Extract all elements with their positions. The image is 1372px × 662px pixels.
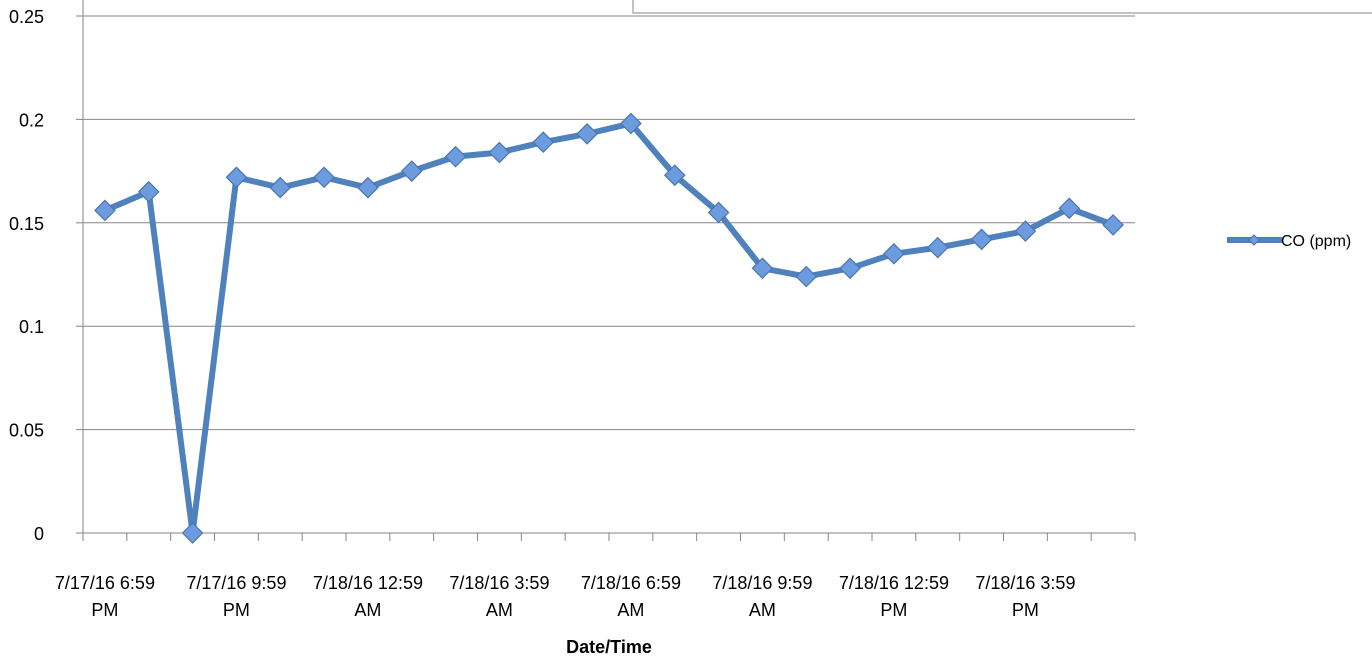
data-point xyxy=(620,112,642,135)
data-point xyxy=(663,164,686,187)
axes xyxy=(76,0,1372,541)
data-point xyxy=(970,228,993,251)
y-tick-label: 0.1 xyxy=(19,317,44,337)
y-tick-label: 0 xyxy=(34,524,44,544)
x-axis-tick-labels: 7/17/16 6:59 PM 7/17/16 9:59 PM 7/18/16 12:5… xyxy=(55,573,1076,620)
legend: CO (ppm) xyxy=(1227,233,1351,250)
data-point xyxy=(269,176,292,199)
y-tick-label: 0.25 xyxy=(9,7,44,27)
x-tick-label: 7/18/16 6:59 AM xyxy=(581,573,681,620)
data-point xyxy=(707,201,730,224)
data-point xyxy=(1102,214,1124,236)
data-point xyxy=(883,242,905,265)
data-point xyxy=(488,141,511,164)
data-point xyxy=(313,166,335,189)
legend-marker xyxy=(1248,234,1260,246)
y-tick-label: 0.2 xyxy=(19,110,44,130)
data-point xyxy=(400,160,423,182)
y-tick-label: 0.05 xyxy=(9,421,44,441)
data-point xyxy=(751,257,774,280)
data-point xyxy=(1014,220,1037,242)
series-co-ppm xyxy=(94,112,1124,544)
data-point xyxy=(357,176,379,199)
x-tick-label: 7/18/16 12:59 PM xyxy=(839,573,949,620)
y-axis-tick-labels: 0 0.05 0.1 0.15 0.2 0.25 xyxy=(9,7,44,544)
data-point xyxy=(1058,197,1081,220)
data-point xyxy=(137,180,160,203)
data-point xyxy=(225,166,248,189)
x-tick-label: 7/17/16 6:59 PM xyxy=(55,573,155,620)
title-box-border xyxy=(632,0,1372,14)
legend-label: CO (ppm) xyxy=(1281,233,1351,250)
data-point xyxy=(576,123,598,145)
series-line xyxy=(103,120,1115,536)
data-point xyxy=(532,131,555,153)
data-point xyxy=(444,145,467,168)
x-tick-label: 7/18/16 12:59 AM xyxy=(313,573,423,620)
data-point xyxy=(795,265,818,288)
x-axis-title: Date/Time xyxy=(566,637,652,657)
x-tick-label: 7/18/16 3:59 AM xyxy=(449,573,549,620)
y-tick-label: 0.15 xyxy=(9,214,44,234)
x-tick-label: 7/17/16 9:59 PM xyxy=(186,573,286,620)
data-point xyxy=(839,257,861,280)
x-tick-label: 7/18/16 3:59 PM xyxy=(975,573,1075,620)
x-tick-label: 7/18/16 9:59 AM xyxy=(712,573,812,620)
data-point xyxy=(181,522,204,544)
data-point xyxy=(926,236,949,259)
data-point xyxy=(94,199,116,222)
gridlines xyxy=(83,15,1135,431)
